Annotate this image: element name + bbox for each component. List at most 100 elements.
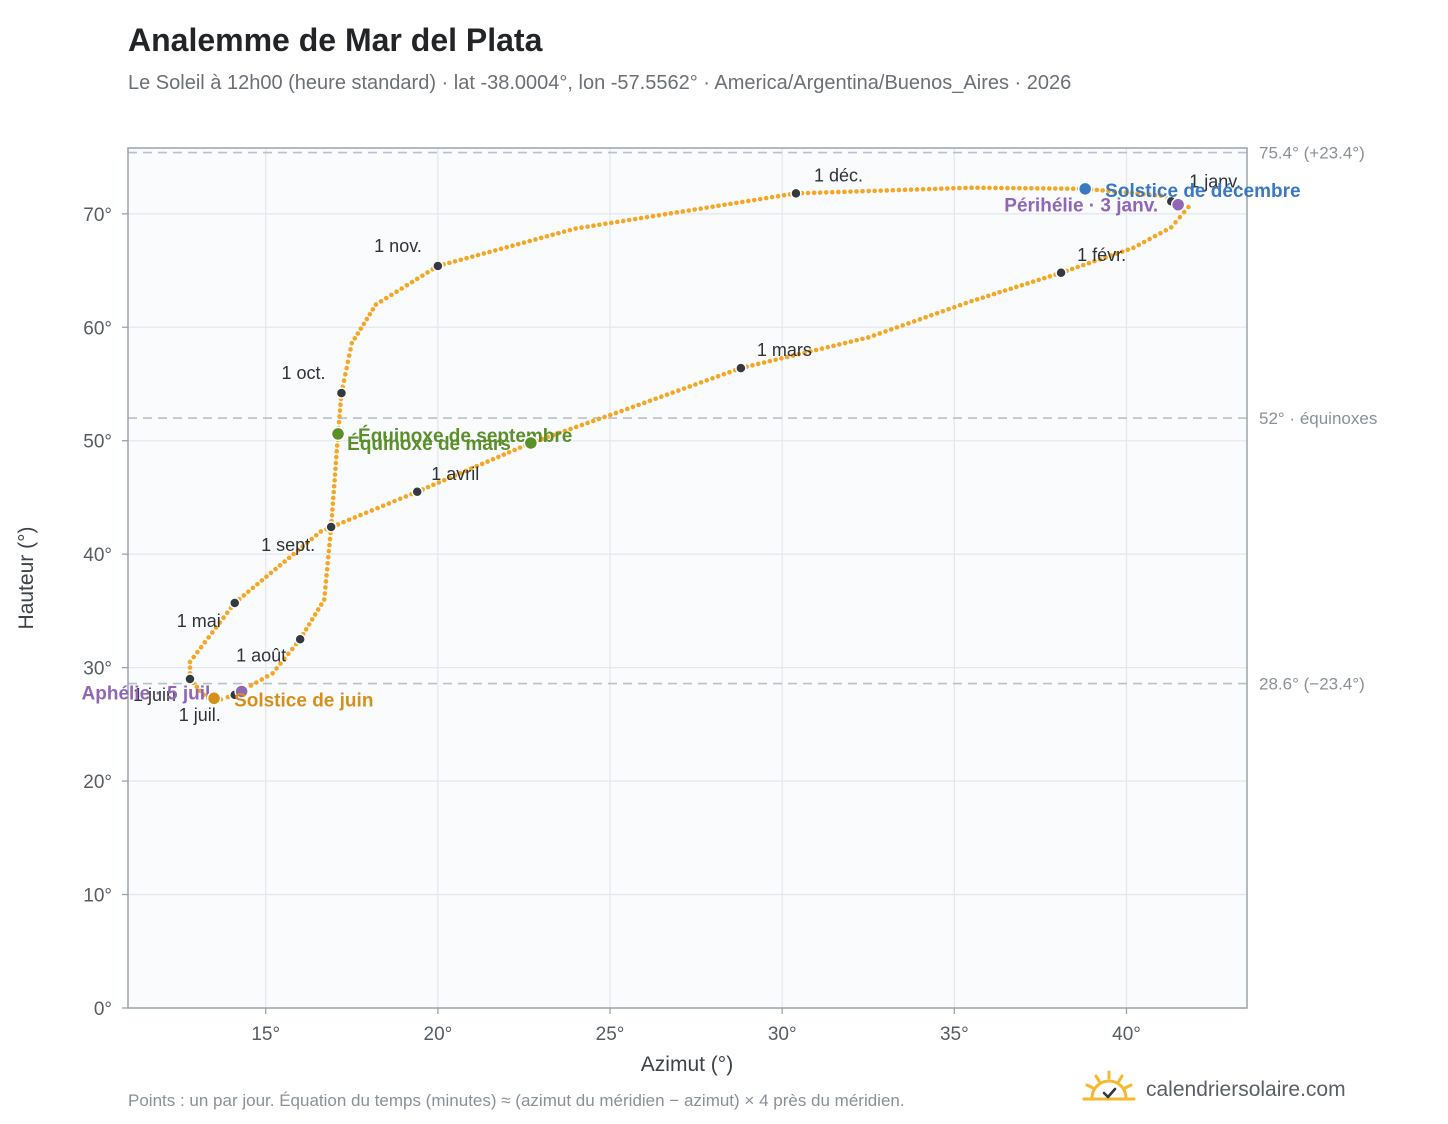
day-point [383, 295, 389, 301]
day-point [463, 468, 469, 474]
day-point [392, 498, 397, 504]
day-point [1011, 185, 1016, 191]
day-point [198, 688, 203, 694]
day-point [781, 192, 787, 198]
day-point [380, 503, 386, 509]
day-point [1119, 249, 1125, 254]
day-point [1075, 264, 1081, 270]
event-marker [234, 684, 249, 699]
day-point [487, 249, 492, 255]
day-point [710, 376, 715, 381]
month-marker [1055, 267, 1067, 279]
y-tick-label: 10° [83, 886, 112, 907]
day-point [808, 349, 813, 354]
day-point [579, 225, 584, 230]
day-point [447, 260, 452, 266]
day-point [539, 436, 545, 442]
day-point [474, 463, 480, 469]
day-point [447, 475, 452, 481]
month-label: 1 juin [133, 685, 176, 705]
day-point [295, 547, 301, 553]
day-point [194, 684, 200, 690]
day-point [289, 646, 295, 652]
day-point [521, 240, 527, 245]
day-point [1064, 186, 1070, 191]
day-point [647, 398, 653, 404]
day-point [364, 316, 370, 322]
day-point [686, 208, 692, 213]
day-point [323, 585, 328, 590]
day-point [704, 205, 709, 210]
day-point [817, 190, 823, 195]
event-label: Équinoxe de mars [347, 433, 511, 455]
day-point [458, 257, 464, 263]
day-point [687, 384, 693, 389]
day-point [345, 359, 351, 365]
day-point [309, 536, 315, 542]
day-point [333, 460, 339, 466]
day-point [653, 396, 658, 402]
day-point [436, 480, 442, 485]
y-tick-label: 0° [94, 999, 112, 1020]
day-point [963, 185, 968, 191]
day-point [1112, 189, 1117, 194]
day-point [361, 321, 367, 327]
day-point [1129, 190, 1135, 196]
brand-name: calendriersolaire.com [1146, 1078, 1346, 1101]
day-point [469, 466, 474, 471]
day-point [890, 187, 896, 193]
day-point [254, 680, 259, 685]
day-point [241, 593, 247, 598]
chart-subtitle: Le Soleil à 12h00 (heure standard) · lat… [128, 72, 1072, 94]
day-point [324, 567, 330, 572]
day-point [334, 454, 339, 460]
day-point [681, 386, 687, 391]
month-marker [411, 486, 423, 498]
day-point [485, 459, 490, 464]
day-point [750, 363, 755, 368]
day-point [854, 337, 859, 343]
day-point [1005, 185, 1010, 191]
day-point [404, 282, 410, 288]
day-point [567, 227, 573, 233]
event-label: Aphélie · 5 juil. [82, 683, 216, 704]
day-point [938, 186, 944, 191]
day-point [355, 331, 361, 336]
day-point [1108, 253, 1114, 258]
day-point [504, 244, 510, 250]
event-label: Solstice de juin [234, 690, 373, 711]
day-point [773, 357, 778, 363]
day-point [900, 323, 905, 328]
day-point [716, 203, 721, 209]
day-point [957, 302, 963, 308]
day-point [1019, 282, 1025, 288]
day-point [425, 484, 431, 490]
day-point [510, 243, 515, 249]
y-tick-label: 40° [83, 545, 112, 566]
month-label: 1 févr. [1077, 245, 1126, 265]
day-point [1158, 230, 1163, 236]
day-point [1158, 193, 1164, 198]
day-point [650, 213, 656, 219]
reference-label: 28.6° (−23.4°) [1259, 675, 1365, 694]
day-point [609, 220, 614, 226]
day-point [1173, 220, 1178, 225]
day-point [888, 327, 894, 332]
day-point [585, 224, 590, 229]
brand[interactable]: calendriersolaire.com [1082, 1068, 1346, 1112]
day-point [501, 452, 507, 457]
day-point [255, 581, 260, 587]
day-point [929, 312, 934, 318]
day-point [805, 190, 811, 196]
x-tick-label: 30° [768, 1024, 797, 1045]
day-point [917, 317, 923, 322]
day-point [923, 315, 928, 320]
day-point [551, 432, 556, 438]
day-point [512, 447, 517, 453]
day-point [854, 189, 859, 194]
day-point [597, 222, 602, 228]
day-point [1141, 191, 1146, 197]
day-point [969, 185, 974, 191]
day-point [332, 472, 338, 477]
